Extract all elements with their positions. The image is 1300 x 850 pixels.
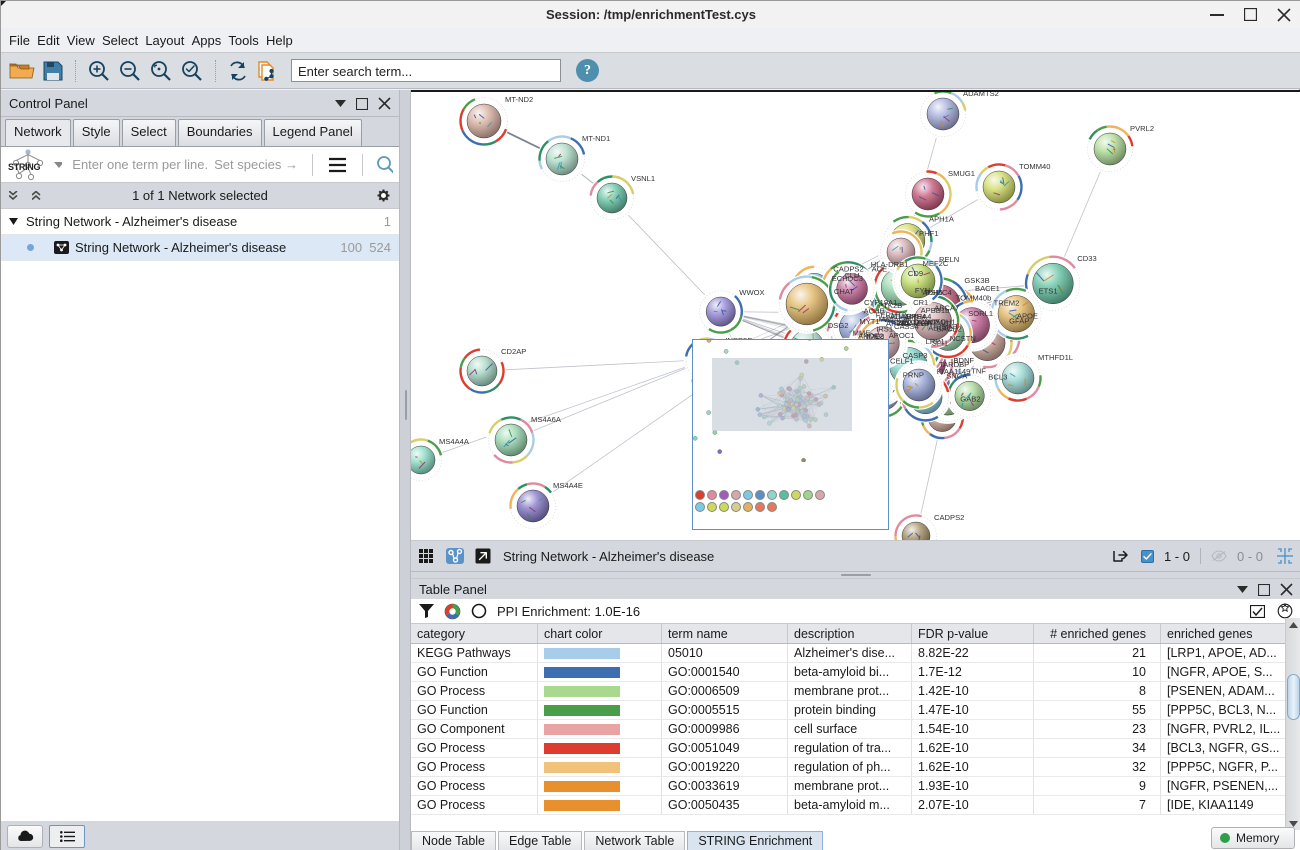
svg-text:CHAT: CHAT	[834, 287, 854, 296]
svg-text:DSG2: DSG2	[828, 321, 849, 330]
svg-text:EXOC3L2: EXOC3L2	[903, 318, 937, 327]
svg-text:MT-ND1: MT-ND1	[582, 134, 610, 143]
svg-text:SNCA: SNCA	[946, 372, 968, 381]
svg-text:CD9: CD9	[908, 269, 923, 278]
svg-text:TNF: TNF	[971, 367, 986, 376]
svg-text:GAB2: GAB2	[960, 394, 980, 403]
svg-text:PRNP: PRNP	[903, 370, 924, 379]
svg-text:CADPS2: CADPS2	[833, 264, 863, 273]
svg-text:ETS1: ETS1	[1039, 287, 1058, 296]
svg-text:BACE1: BACE1	[975, 284, 1000, 293]
svg-text:CR1: CR1	[913, 298, 928, 307]
svg-text:NCSTN: NCSTN	[950, 334, 976, 343]
svg-text:ECHDC3: ECHDC3	[832, 274, 863, 283]
svg-text:APOC1: APOC1	[889, 331, 915, 340]
svg-text:BCL3: BCL3	[988, 372, 1007, 381]
svg-text:PTK2B: PTK2B	[878, 301, 902, 310]
svg-text:TOMM40b: TOMM40b	[956, 294, 992, 303]
svg-text:CD2AP: CD2AP	[501, 347, 526, 356]
svg-text:MT-ND2: MT-ND2	[505, 95, 533, 104]
svg-text:ACE: ACE	[872, 265, 888, 274]
svg-text:SORL1: SORL1	[968, 309, 993, 318]
svg-text:APH1A: APH1A	[929, 215, 955, 224]
svg-text:WWOX: WWOX	[739, 288, 764, 297]
svg-text:MS4A4E: MS4A4E	[553, 481, 583, 490]
svg-text:PHF1: PHF1	[919, 229, 938, 238]
svg-text:TREM2: TREM2	[994, 299, 1020, 308]
svg-text:ADAMTS2: ADAMTS2	[963, 92, 999, 98]
svg-text:PSMC4: PSMC4	[926, 288, 952, 297]
svg-text:PVRL2: PVRL2	[1130, 124, 1154, 133]
svg-text:CD33: CD33	[1077, 254, 1096, 263]
svg-text:GSK3B: GSK3B	[964, 276, 989, 285]
svg-text:MS4A4A: MS4A4A	[439, 437, 470, 446]
svg-text:MTHFD1L: MTHFD1L	[1038, 353, 1073, 362]
svg-text:CELF1: CELF1	[890, 357, 914, 366]
svg-text:MS4A6A: MS4A6A	[531, 415, 562, 424]
svg-text:RELN: RELN	[939, 255, 959, 264]
svg-text:VSNL1: VSNL1	[631, 174, 655, 183]
svg-text:TOMM40: TOMM40	[1019, 162, 1051, 171]
svg-text:CADPS2: CADPS2	[934, 513, 964, 522]
svg-text:TARDBP: TARDBP	[939, 360, 969, 369]
svg-text:GFAP: GFAP	[1009, 316, 1029, 325]
svg-text:SPI1: SPI1	[932, 339, 948, 348]
svg-text:SMUG1: SMUG1	[948, 169, 975, 178]
